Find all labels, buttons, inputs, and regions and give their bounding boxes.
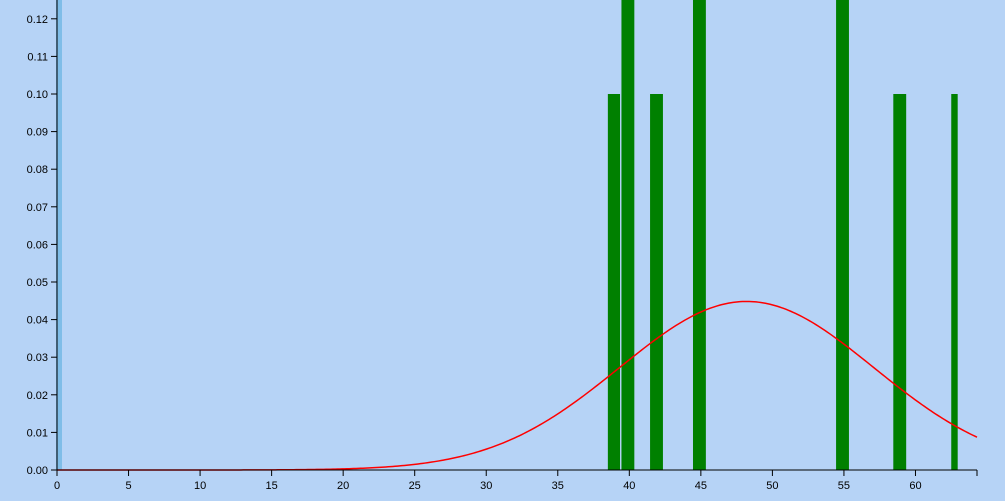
y-tick-label: 0.10 xyxy=(27,89,48,101)
x-tick-label: 15 xyxy=(265,480,277,492)
y-tick-label: 0.03 xyxy=(27,352,48,364)
y-tick-label: 0.02 xyxy=(27,390,48,402)
x-tick-label: 50 xyxy=(766,480,778,492)
histogram-bar-3 xyxy=(650,94,663,470)
histogram-bar-5 xyxy=(836,0,849,470)
x-tick-label: 10 xyxy=(194,480,206,492)
y-tick-label: 0.06 xyxy=(27,239,48,251)
x-tick-label: 30 xyxy=(480,480,492,492)
x-tick-label: 60 xyxy=(909,480,921,492)
y-tick-label: 0.12 xyxy=(27,14,48,26)
left-edge-strip xyxy=(56,0,62,470)
histogram-bar-7 xyxy=(951,94,958,470)
y-tick-label: 0.09 xyxy=(27,127,48,139)
x-tick-label: 40 xyxy=(623,480,635,492)
y-tick-label: 0.01 xyxy=(27,427,48,439)
histogram-bar-1 xyxy=(607,94,621,470)
histogram-bar-4 xyxy=(692,0,706,470)
y-tick-label: 0.04 xyxy=(27,315,48,327)
x-tick-label: 35 xyxy=(552,480,564,492)
y-tick-label: 0.08 xyxy=(27,164,48,176)
x-tick-label: 0 xyxy=(54,480,60,492)
y-tick-label: 0.07 xyxy=(27,202,48,214)
y-tick-label: 0.00 xyxy=(27,465,48,477)
x-tick-label: 25 xyxy=(409,480,421,492)
y-tick-label: 0.05 xyxy=(27,277,48,289)
x-tick-label: 20 xyxy=(337,480,349,492)
histogram-bar-6 xyxy=(893,94,907,470)
histogram-bar-2 xyxy=(621,0,635,470)
y-tick-label: 0.11 xyxy=(27,51,48,63)
x-tick-label: 55 xyxy=(838,480,850,492)
x-tick-label: 45 xyxy=(695,480,707,492)
x-tick-label: 5 xyxy=(125,480,131,492)
